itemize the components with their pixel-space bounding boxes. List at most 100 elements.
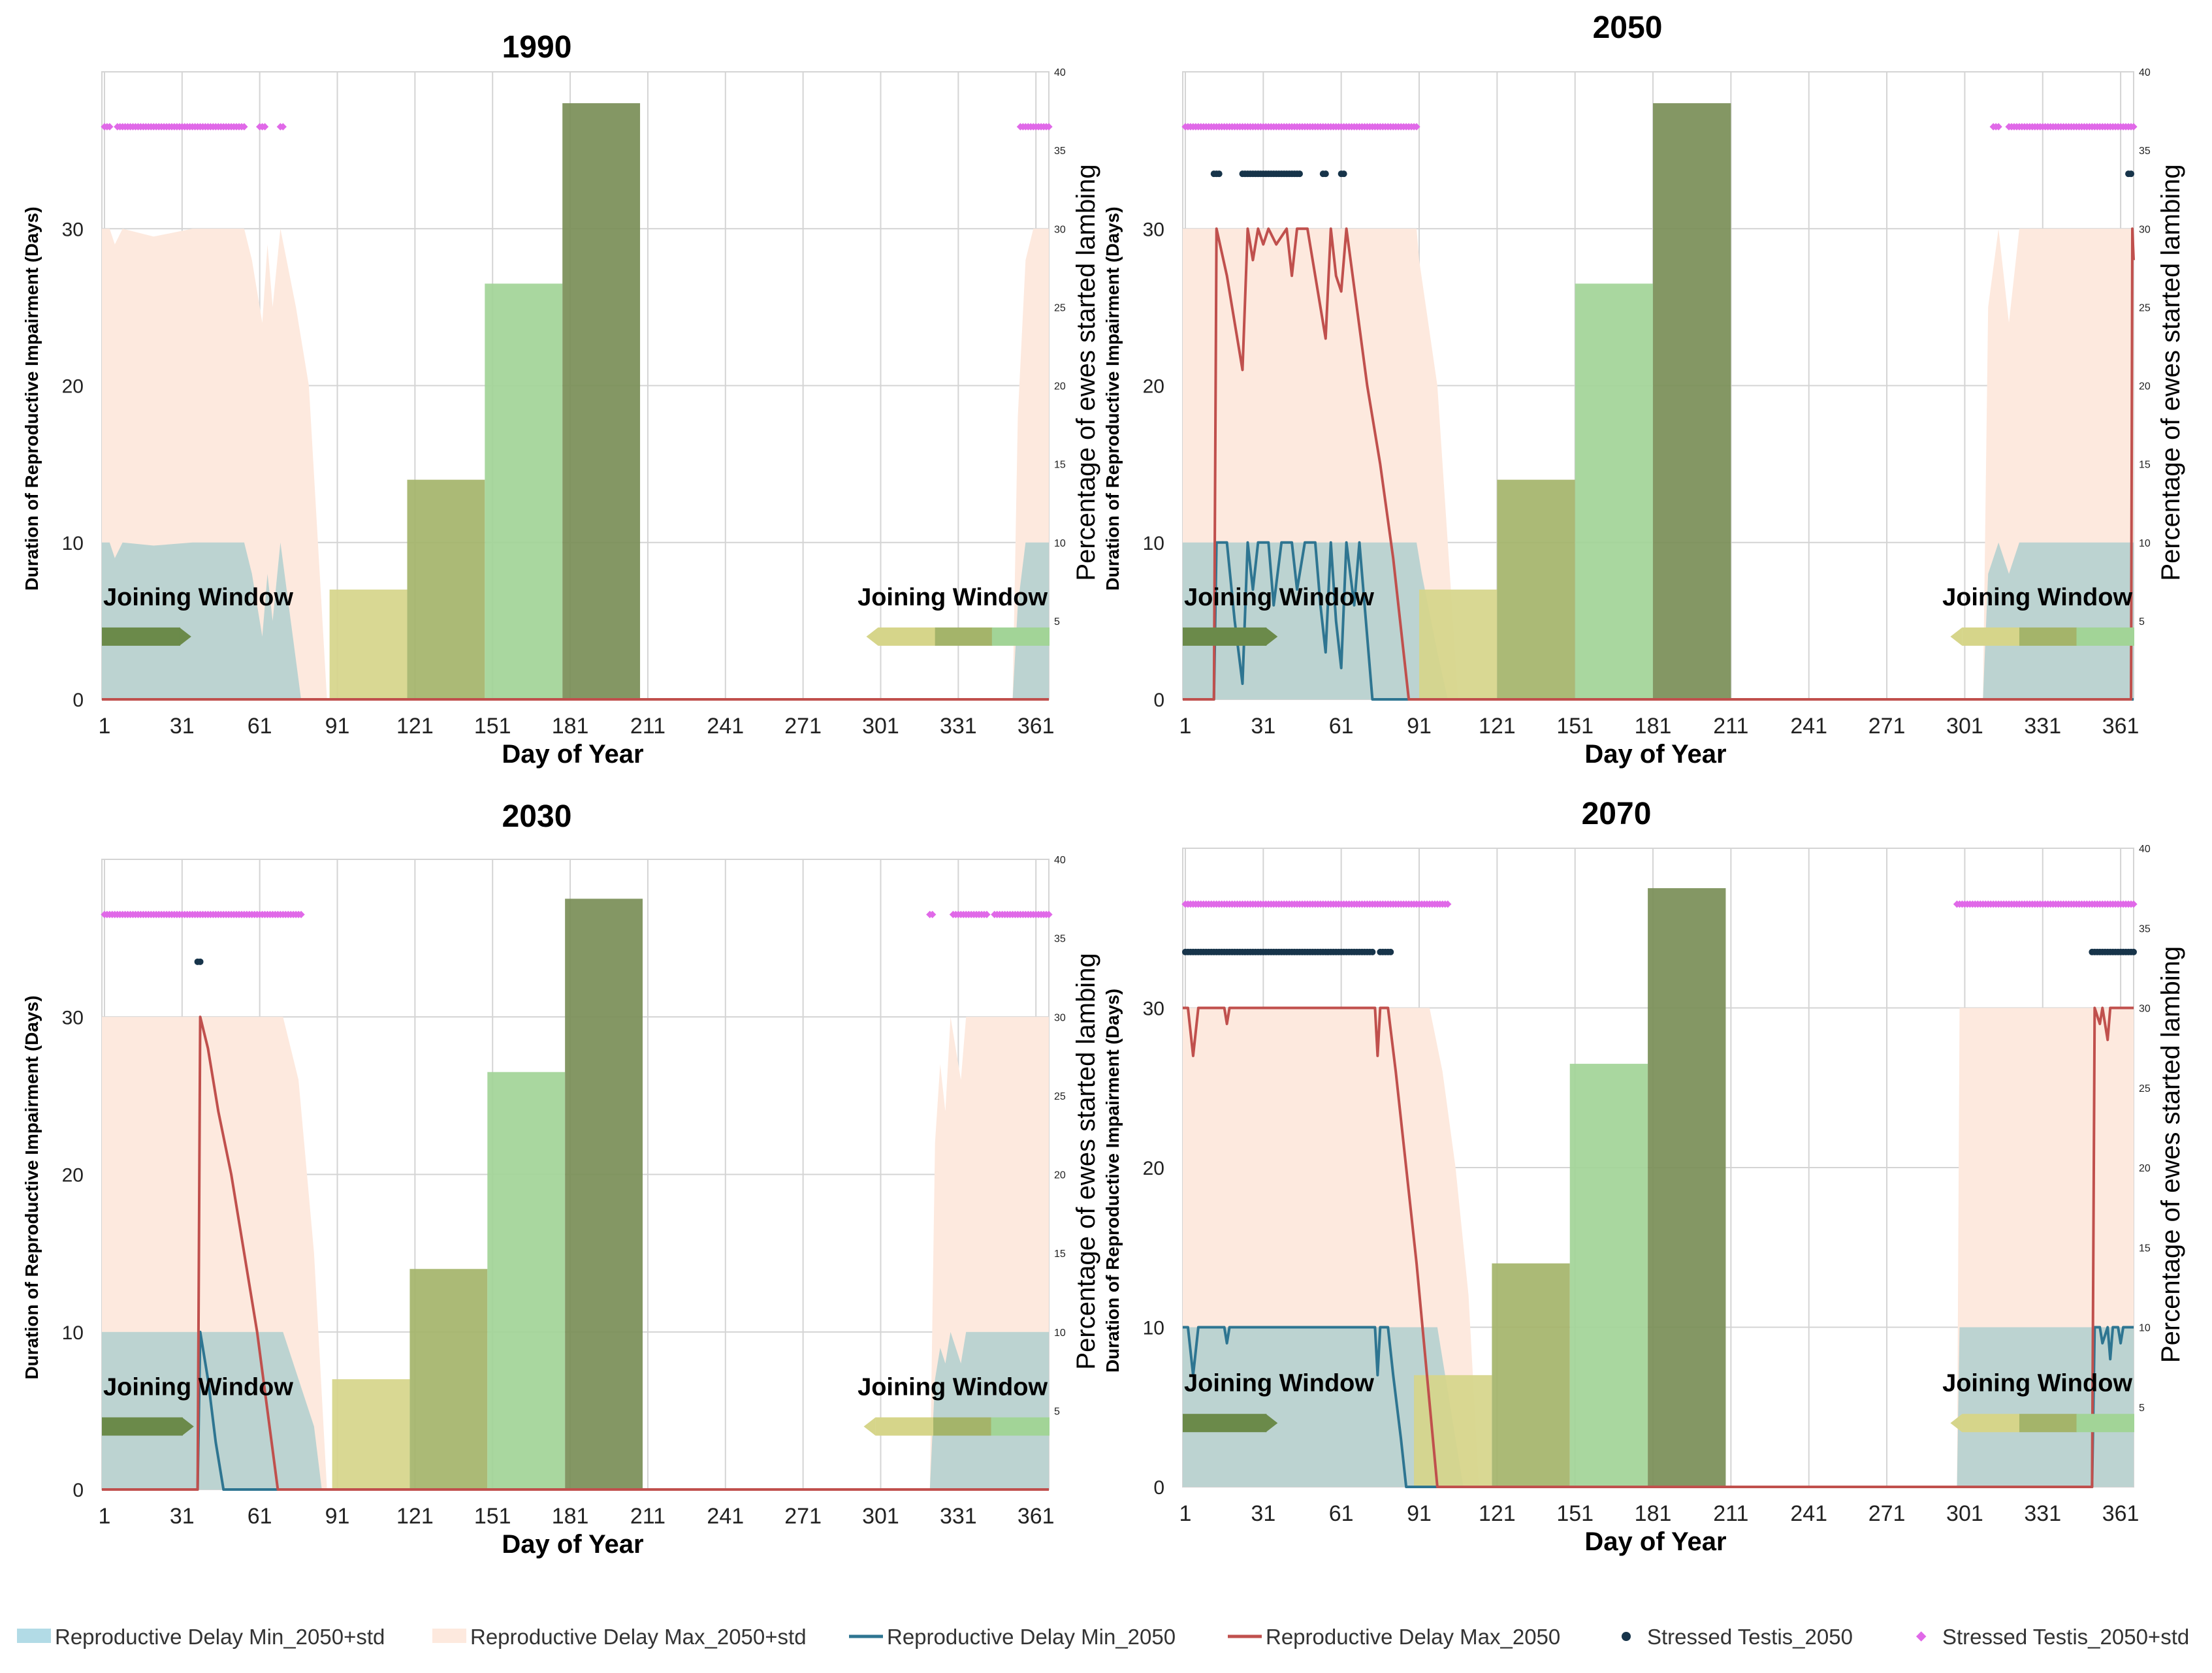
y-left-tick-label: 10 [62, 533, 84, 554]
stressed-testis-std-point [1995, 123, 2002, 131]
y-left-tick-label: 20 [62, 1165, 84, 1187]
chart-title: 2070 [1582, 797, 1652, 831]
lambing-bar [1419, 589, 1498, 699]
joining-window-left-arrow-head [179, 627, 191, 646]
x-tick-label: 151 [1556, 1501, 1594, 1526]
stressed-testis-std-point [983, 910, 991, 919]
joining-window-label-left: Joining Window [1184, 1369, 1374, 1397]
x-tick-label: 331 [940, 1504, 977, 1529]
lambing-bar [485, 283, 563, 699]
y-right-tick-label: 20 [2139, 1163, 2151, 1174]
x-tick-label: 31 [170, 1504, 195, 1529]
y-right-tick-label: 30 [1054, 224, 1066, 235]
y-right-tick-label: 30 [2139, 224, 2151, 235]
y-right-tick-label: 15 [2139, 460, 2151, 471]
y-left-tick-label: 0 [1153, 1477, 1164, 1499]
joining-window-right-arrow-segment [2076, 627, 2134, 646]
x-tick-label: 31 [170, 714, 195, 739]
lambing-bar [487, 1072, 566, 1490]
x-axis-label: Day of Year [502, 1530, 643, 1559]
lambing-bar [1492, 1263, 1570, 1487]
x-tick-label: 301 [1946, 714, 1983, 739]
y-right-tick-label: 35 [2139, 146, 2151, 157]
y-left-tick-label: 10 [62, 1322, 84, 1344]
x-tick-label: 61 [248, 714, 272, 739]
stressed-testis-std-point [106, 123, 114, 131]
y-right-tick-label: 35 [2139, 923, 2151, 934]
x-tick-label: 91 [325, 714, 350, 739]
x-tick-label: 151 [474, 714, 511, 739]
y-right-tick-label: 30 [2139, 1004, 2151, 1015]
joining-window-right-arrow-segment [935, 627, 993, 646]
lambing-bar [1648, 888, 1726, 1487]
y-left-tick-label: 30 [1143, 219, 1164, 240]
x-tick-label: 331 [2024, 714, 2061, 739]
joining-window-left-arrow-segment [1183, 1414, 1267, 1433]
joining-window-label-right: Joining Window [858, 584, 1048, 611]
legend-label: Reproductive Delay Min_2050+std [55, 1625, 385, 1649]
joining-window-left-arrow-segment [102, 627, 180, 646]
y-right-tick-label: 15 [1054, 1249, 1066, 1260]
x-tick-label: 1 [1179, 714, 1192, 739]
stressed-testis-std-point [1444, 900, 1452, 908]
joining-window-label-left: Joining Window [103, 584, 293, 611]
x-tick-label: 121 [396, 1504, 434, 1529]
x-tick-label: 211 [1713, 1501, 1748, 1526]
x-tick-label: 331 [2024, 1501, 2061, 1526]
x-tick-label: 241 [707, 1504, 744, 1529]
legend-label: Reproductive Delay Max_2050 [1266, 1625, 1560, 1649]
stressed-testis-point [1322, 170, 1329, 178]
legend-label: Reproductive Delay Max_2050+std [470, 1625, 807, 1649]
x-tick-label: 61 [1329, 1501, 1354, 1526]
y-right-tick-label: 40 [2139, 67, 2151, 78]
chart-title: 2030 [502, 799, 572, 834]
legend-item: Reproductive Delay Min_2050+std [17, 1625, 385, 1649]
x-axis-label: Day of Year [1584, 740, 1726, 769]
y-right-axis-label: Percentage of ewes started lambing [1072, 164, 1100, 581]
y-right-tick-label: 25 [2139, 1083, 2151, 1094]
x-tick-label: 301 [1946, 1501, 1983, 1526]
lambing-bar [565, 899, 643, 1490]
stressed-testis-point [1296, 170, 1304, 178]
y-right-tick-label: 10 [2139, 1323, 2151, 1334]
y-left-tick-label: 20 [1143, 376, 1164, 398]
x-tick-label: 181 [552, 1504, 589, 1529]
y-right-tick-label: 15 [1054, 460, 1066, 471]
y-right-tick-label: 20 [2139, 381, 2151, 392]
y-left-axis-label: Duration of Reproductive Impairment (Day… [22, 206, 42, 590]
stressed-testis-point [1369, 948, 1376, 955]
stressed-testis-std-point [2130, 900, 2138, 908]
x-tick-label: 121 [1479, 714, 1516, 739]
y-right-tick-label: 30 [1054, 1012, 1066, 1023]
joining-window-right-arrow-segment [991, 1417, 1050, 1436]
x-tick-label: 91 [1407, 714, 1432, 739]
y-right-tick-label: 40 [1054, 67, 1066, 78]
legend-item: Reproductive Delay Max_2050+std [432, 1625, 807, 1649]
x-tick-label: 121 [1479, 1501, 1516, 1526]
joining-window-label-right: Joining Window [1942, 1369, 2132, 1397]
joining-window-right-arrow-segment [991, 627, 1050, 646]
x-tick-label: 361 [2102, 714, 2140, 739]
stressed-testis-std-point [1045, 123, 1053, 131]
legend: Reproductive Delay Min_2050+std Reproduct… [17, 1625, 2189, 1649]
stressed-testis-std-point [279, 123, 287, 131]
stressed-testis-std-point [1045, 910, 1053, 919]
x-tick-label: 61 [248, 1504, 272, 1529]
x-tick-label: 211 [630, 714, 665, 739]
joining-window-right-arrow-segment [2019, 1414, 2077, 1433]
stressed-testis-std-point [1413, 123, 1420, 131]
stressed-testis-point [1340, 170, 1347, 178]
x-tick-label: 121 [396, 714, 434, 739]
y-right-tick-label: 35 [1054, 146, 1066, 157]
y-left-tick-label: 30 [62, 219, 84, 240]
lambing-bar [562, 103, 641, 700]
stressed-testis-std-point [929, 910, 937, 919]
legend-swatch [17, 1629, 51, 1643]
reproductive-delay-max-line [1183, 1006, 2134, 1488]
joining-window-label-left: Joining Window [103, 1373, 293, 1401]
x-tick-label: 271 [784, 714, 822, 739]
x-tick-label: 211 [1713, 714, 1748, 739]
joining-window-left-arrow-segment [102, 1417, 183, 1436]
